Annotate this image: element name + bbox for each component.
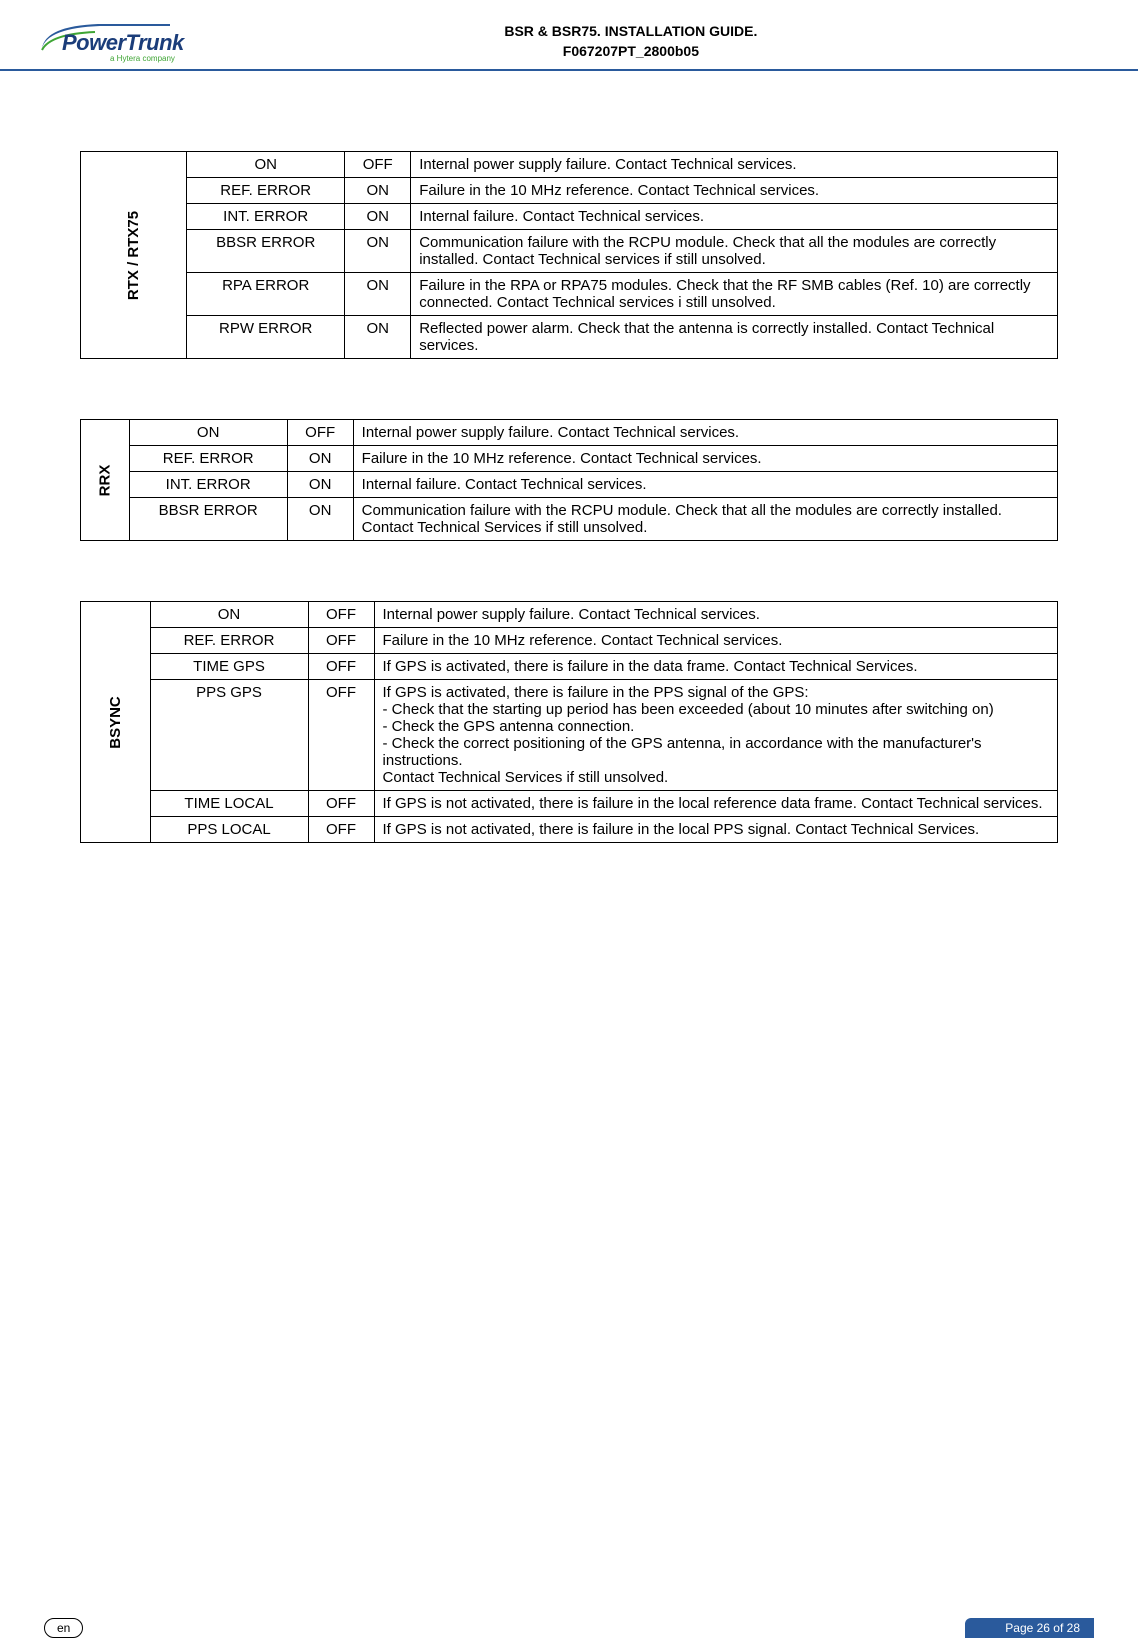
cell-state: ON xyxy=(345,230,411,273)
side-label: RTX / RTX75 xyxy=(81,152,187,359)
table-row: RPA ERROR ON Failure in the RPA or RPA75… xyxy=(81,273,1058,316)
table-row: PPS GPS OFF If GPS is activated, there i… xyxy=(81,680,1058,791)
cell-state: ON xyxy=(345,178,411,204)
side-label: BSYNC xyxy=(81,602,151,843)
table-row: PPS LOCAL OFF If GPS is not activated, t… xyxy=(81,817,1058,843)
cell-state: OFF xyxy=(308,628,374,654)
cell-desc: Reflected power alarm. Check that the an… xyxy=(411,316,1058,359)
title-line-1: BSR & BSR75. INSTALLATION GUIDE. xyxy=(184,22,1078,42)
cell-state: ON xyxy=(345,273,411,316)
table-row: REF. ERROR ON Failure in the 10 MHz refe… xyxy=(81,178,1058,204)
cell-desc: Failure in the 10 MHz reference. Contact… xyxy=(374,628,1057,654)
cell-desc: Internal power supply failure. Contact T… xyxy=(374,602,1057,628)
cell-name: ON xyxy=(129,420,287,446)
logo-subtext: a Hytera company xyxy=(110,54,184,63)
logo: PowerTrunk a Hytera company xyxy=(40,18,184,63)
table-row: BSYNC ON OFF Internal power supply failu… xyxy=(81,602,1058,628)
cell-name: REF. ERROR xyxy=(187,178,345,204)
cell-desc: Failure in the 10 MHz reference. Contact… xyxy=(411,178,1058,204)
cell-state: OFF xyxy=(308,817,374,843)
table-row: TIME GPS OFF If GPS is activated, there … xyxy=(81,654,1058,680)
cell-name: REF. ERROR xyxy=(150,628,308,654)
page-content: RTX / RTX75 ON OFF Internal power supply… xyxy=(0,71,1138,843)
table-row: INT. ERROR ON Internal failure. Contact … xyxy=(81,204,1058,230)
table-rrx: RRX ON OFF Internal power supply failure… xyxy=(80,419,1058,541)
cell-desc: Internal failure. Contact Technical serv… xyxy=(353,472,1057,498)
cell-desc: If GPS is not activated, there is failur… xyxy=(374,817,1057,843)
cell-name: ON xyxy=(187,152,345,178)
cell-name: TIME GPS xyxy=(150,654,308,680)
cell-desc: Communication failure with the RCPU modu… xyxy=(411,230,1058,273)
cell-state: ON xyxy=(287,446,353,472)
cell-name: PPS GPS xyxy=(150,680,308,791)
table-row: RTX / RTX75 ON OFF Internal power supply… xyxy=(81,152,1058,178)
cell-desc: Failure in the RPA or RPA75 modules. Che… xyxy=(411,273,1058,316)
cell-name: BBSR ERROR xyxy=(129,498,287,541)
cell-name: TIME LOCAL xyxy=(150,791,308,817)
cell-desc: Internal failure. Contact Technical serv… xyxy=(411,204,1058,230)
table-row: BBSR ERROR ON Communication failure with… xyxy=(81,230,1058,273)
cell-state: ON xyxy=(345,204,411,230)
table-row: RRX ON OFF Internal power supply failure… xyxy=(81,420,1058,446)
table-row: REF. ERROR ON Failure in the 10 MHz refe… xyxy=(81,446,1058,472)
cell-state: ON xyxy=(287,472,353,498)
language-indicator: en xyxy=(44,1618,83,1638)
header-title: BSR & BSR75. INSTALLATION GUIDE. F067207… xyxy=(184,18,1078,61)
table-row: RPW ERROR ON Reflected power alarm. Chec… xyxy=(81,316,1058,359)
cell-state: OFF xyxy=(308,654,374,680)
table-row: REF. ERROR OFF Failure in the 10 MHz ref… xyxy=(81,628,1058,654)
cell-desc: If GPS is activated, there is failure in… xyxy=(374,680,1057,791)
cell-name: PPS LOCAL xyxy=(150,817,308,843)
page-number: Page 26 of 28 xyxy=(965,1618,1094,1638)
side-label: RRX xyxy=(81,420,130,541)
cell-name: INT. ERROR xyxy=(129,472,287,498)
cell-name: ON xyxy=(150,602,308,628)
cell-desc: If GPS is activated, there is failure in… xyxy=(374,654,1057,680)
cell-state: OFF xyxy=(308,791,374,817)
cell-state: OFF xyxy=(345,152,411,178)
cell-desc: If GPS is not activated, there is failur… xyxy=(374,791,1057,817)
cell-state: OFF xyxy=(287,420,353,446)
cell-desc: Internal power supply failure. Contact T… xyxy=(411,152,1058,178)
cell-state: OFF xyxy=(308,602,374,628)
cell-name: RPW ERROR xyxy=(187,316,345,359)
logo-text: PowerTrunk xyxy=(62,30,184,55)
cell-state: ON xyxy=(287,498,353,541)
table-rtx: RTX / RTX75 ON OFF Internal power supply… xyxy=(80,151,1058,359)
cell-name: RPA ERROR xyxy=(187,273,345,316)
cell-name: BBSR ERROR xyxy=(187,230,345,273)
title-line-2: F067207PT_2800b05 xyxy=(184,42,1078,62)
cell-desc: Failure in the 10 MHz reference. Contact… xyxy=(353,446,1057,472)
table-row: BBSR ERROR ON Communication failure with… xyxy=(81,498,1058,541)
cell-desc: Internal power supply failure. Contact T… xyxy=(353,420,1057,446)
cell-name: INT. ERROR xyxy=(187,204,345,230)
cell-state: ON xyxy=(345,316,411,359)
page-header: PowerTrunk a Hytera company BSR & BSR75.… xyxy=(0,0,1138,71)
table-row: TIME LOCAL OFF If GPS is not activated, … xyxy=(81,791,1058,817)
cell-name: REF. ERROR xyxy=(129,446,287,472)
cell-state: OFF xyxy=(308,680,374,791)
table-row: INT. ERROR ON Internal failure. Contact … xyxy=(81,472,1058,498)
table-bsync: BSYNC ON OFF Internal power supply failu… xyxy=(80,601,1058,843)
page-footer: en Page 26 of 28 xyxy=(0,1618,1138,1638)
cell-desc: Communication failure with the RCPU modu… xyxy=(353,498,1057,541)
